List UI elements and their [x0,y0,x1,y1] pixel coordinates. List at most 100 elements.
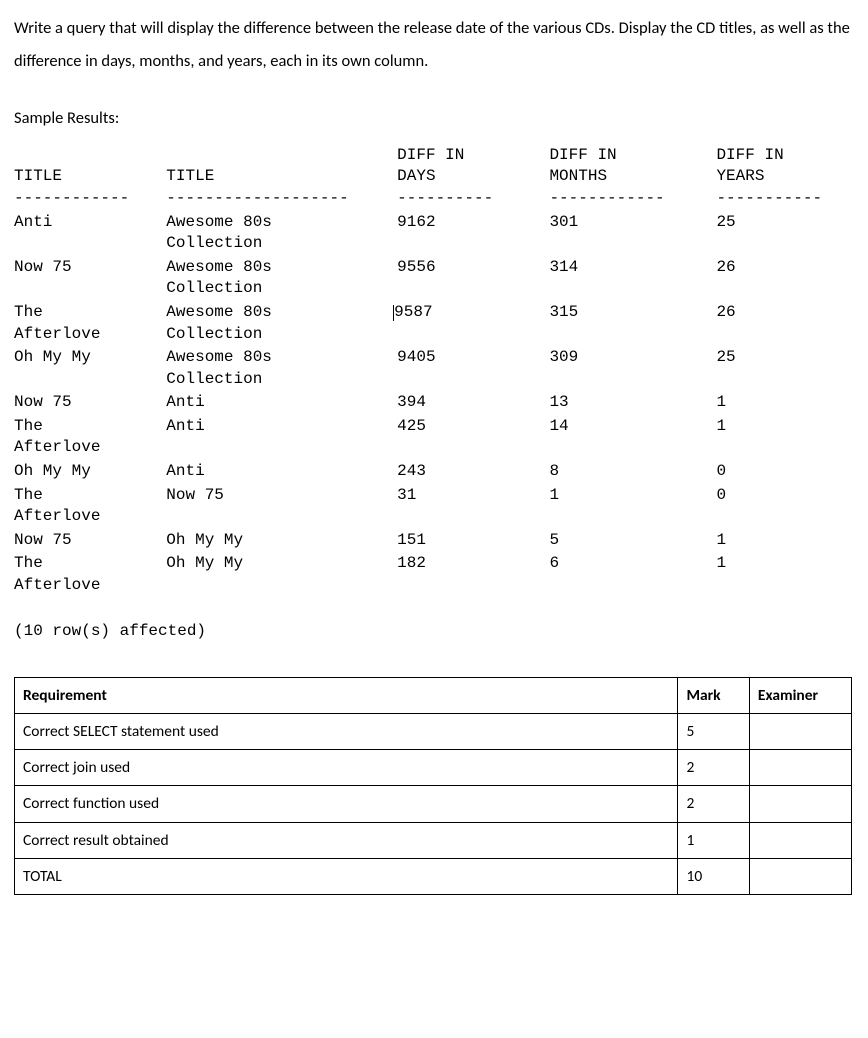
cell-title1: Now 75 [14,530,166,552]
col-header-years2: YEARS [716,166,854,188]
table-row: Now 75Anti394131 [14,392,854,414]
rubric-exam [749,822,851,858]
dash-c2: ------------------- [166,188,397,210]
table-row: Oh My MyAwesome 80s Collection940530925 [14,347,854,390]
rubric-row: Correct function used2 [15,786,852,822]
cell-title2: Anti [166,416,397,438]
cell-title1: The Afterlove [14,553,166,596]
results-block: DIFF IN DIFF IN DIFF IN TITLE TITLE DAYS… [14,145,854,597]
rubric-mark: 2 [678,786,749,822]
cell-title1: Anti [14,212,166,234]
cell-title2: Awesome 80s Collection [166,302,397,345]
results-header-row2: TITLE TITLE DAYS MONTHS YEARS [14,166,854,188]
dash-c1: ------------ [14,188,166,210]
cell-years: 1 [716,416,854,438]
cell-title2: Awesome 80s Collection [166,212,397,255]
cell-years: 1 [716,530,854,552]
cell-months: 301 [549,212,716,234]
cell-years: 25 [716,347,854,369]
rubric-req: Correct result obtained [15,822,678,858]
results-header-row1: DIFF IN DIFF IN DIFF IN [14,145,854,167]
col-header-title1b: TITLE [14,166,166,188]
cell-title2: Oh My My [166,553,397,575]
col-header-days1: DIFF IN [397,145,549,167]
rubric-header-req: Requirement [15,677,678,713]
rubric-req: Correct function used [15,786,678,822]
cell-title2: Awesome 80s Collection [166,347,397,390]
results-dashes: ------------ ------------------- -------… [14,188,854,210]
rubric-req: TOTAL [15,858,678,894]
rubric-exam [749,858,851,894]
table-row: The AfterloveNow 753110 [14,485,854,528]
cell-days: 9162 [397,212,549,234]
cell-years: 1 [716,553,854,575]
rubric-req: Correct SELECT statement used [15,713,678,749]
rubric-table: Requirement Mark Examiner Correct SELECT… [14,677,852,896]
rubric-exam [749,713,851,749]
cell-months: 8 [549,461,716,483]
cell-years: 26 [716,257,854,279]
table-row: The AfterloveOh My My18261 [14,553,854,596]
cell-months: 6 [549,553,716,575]
cell-title2: Oh My My [166,530,397,552]
col-header-months1: DIFF IN [549,145,716,167]
col-header-days2: DAYS [397,166,549,188]
rubric-row: Correct result obtained1 [15,822,852,858]
rubric-row: Correct SELECT statement used5 [15,713,852,749]
col-header-title2b: TITLE [166,166,397,188]
rubric-mark: 1 [678,822,749,858]
cell-title1: Now 75 [14,257,166,279]
table-row: The AfterloveAnti425141 [14,416,854,459]
cell-title1: Now 75 [14,392,166,414]
table-row: Now 75Awesome 80s Collection955631426 [14,257,854,300]
rubric-req: Correct join used [15,750,678,786]
cell-months: 5 [549,530,716,552]
cell-days: 425 [397,416,549,438]
cell-months: 14 [549,416,716,438]
question-text: Write a query that will display the diff… [14,12,854,78]
rubric-row: Correct join used2 [15,750,852,786]
dash-c3: ---------- [397,188,549,210]
cell-days: 394 [397,392,549,414]
cell-months: 309 [549,347,716,369]
cell-years: 1 [716,392,854,414]
cell-days: 31 [397,485,549,507]
cell-days: 9405 [397,347,549,369]
cell-years: 26 [716,302,854,324]
sample-results-label: Sample Results: [14,106,854,131]
cell-title1: The Afterlove [14,302,166,345]
rubric-mark: 5 [678,713,749,749]
rubric-header-exam: Examiner [749,677,851,713]
rows-affected: (10 row(s) affected) [14,619,854,643]
rubric-mark: 10 [678,858,749,894]
cell-months: 1 [549,485,716,507]
rubric-exam [749,786,851,822]
cell-title2: Anti [166,461,397,483]
cell-years: 0 [716,485,854,507]
rubric-mark: 2 [678,750,749,786]
cell-months: 314 [549,257,716,279]
cell-title1: Oh My My [14,461,166,483]
table-row: Now 75Oh My My15151 [14,530,854,552]
cell-days: 9587 [397,302,549,324]
table-row: AntiAwesome 80s Collection916230125 [14,212,854,255]
dash-c4: ------------ [549,188,716,210]
rubric-row: TOTAL10 [15,858,852,894]
cell-months: 13 [549,392,716,414]
cell-title2: Awesome 80s Collection [166,257,397,300]
cell-days: 182 [397,553,549,575]
cell-years: 0 [716,461,854,483]
cell-days: 243 [397,461,549,483]
cell-title2: Now 75 [166,485,397,507]
table-row: Oh My MyAnti24380 [14,461,854,483]
cell-title1: The Afterlove [14,485,166,528]
cell-days: 9556 [397,257,549,279]
rubric-header-row: Requirement Mark Examiner [15,677,852,713]
cell-title2: Anti [166,392,397,414]
cell-days: 151 [397,530,549,552]
rubric-exam [749,750,851,786]
cell-years: 25 [716,212,854,234]
results-body: AntiAwesome 80s Collection916230125Now 7… [14,212,854,597]
dash-c5: ----------- [716,188,854,210]
cell-months: 315 [549,302,716,324]
